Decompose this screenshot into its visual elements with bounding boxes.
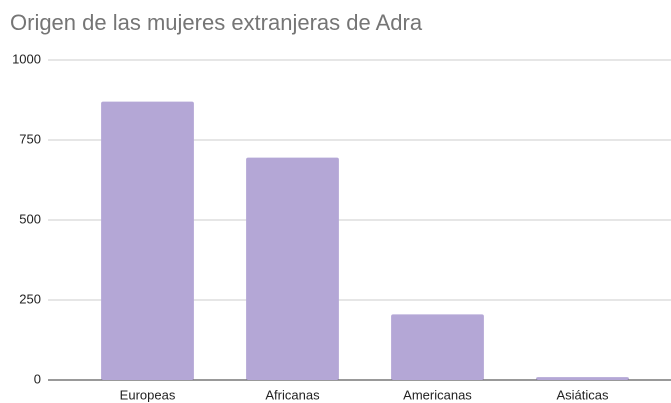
y-tick-label: 0 — [34, 371, 41, 386]
bar — [246, 157, 339, 380]
chart-title: Origen de las mujeres extranjeras de Adr… — [10, 10, 423, 35]
x-tick-label: Africanas — [265, 387, 320, 402]
bar — [101, 101, 194, 380]
y-tick-label: 250 — [19, 291, 41, 306]
bar — [391, 314, 484, 380]
x-tick-label: Europeas — [120, 387, 176, 402]
y-tick-label: 1000 — [12, 51, 41, 66]
x-tick-label: Americanas — [403, 387, 472, 402]
x-tick-label: Asiáticas — [556, 387, 609, 402]
y-tick-label: 750 — [19, 131, 41, 146]
bar — [536, 377, 629, 380]
y-tick-label: 500 — [19, 211, 41, 226]
